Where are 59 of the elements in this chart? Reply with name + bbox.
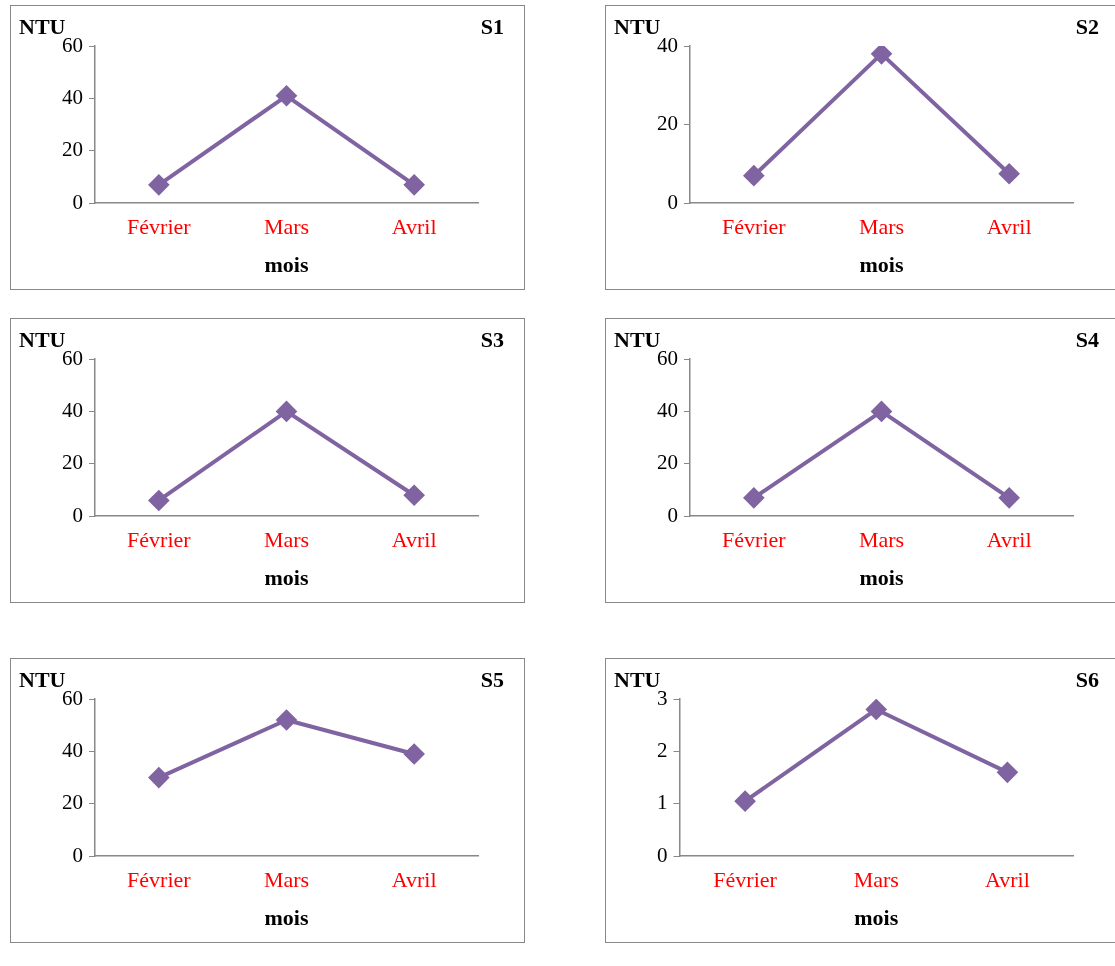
x-tick-label: Février — [713, 867, 778, 893]
point — [871, 46, 892, 64]
x-axis-title: mois — [854, 905, 899, 931]
point — [276, 401, 297, 422]
x-tick-label: Mars — [853, 867, 899, 893]
y-tick-label: 0 — [72, 842, 83, 867]
y-tick-label: 0 — [72, 189, 83, 214]
x-tick-label: Février — [127, 214, 192, 240]
x-axis-title: mois — [264, 905, 309, 931]
x-tick-label: Avril — [391, 527, 437, 553]
point — [735, 791, 756, 812]
point — [276, 709, 297, 730]
x-tick-label: Avril — [985, 867, 1030, 893]
y-tick-label: 20 — [62, 450, 83, 475]
chart-title: S1 — [480, 14, 504, 40]
y-tick-label: 20 — [657, 111, 678, 136]
y-tick-label: 40 — [62, 737, 83, 762]
x-tick-label: Février — [722, 214, 787, 240]
point — [148, 490, 169, 511]
x-tick-label: Mars — [263, 867, 310, 893]
x-axis-title: mois — [264, 565, 309, 591]
x-tick-label: Février — [127, 527, 192, 553]
chart-title: S5 — [480, 667, 504, 693]
x-tick-label: Mars — [858, 527, 905, 553]
x-axis-title: mois — [859, 565, 904, 591]
x-tick-label: Avril — [986, 527, 1032, 553]
point — [743, 165, 764, 186]
y-tick-label: 1 — [657, 790, 668, 815]
point — [404, 744, 425, 765]
x-tick-label: Mars — [263, 527, 310, 553]
chart-title: S6 — [1075, 667, 1099, 693]
y-tick-label: 0 — [72, 502, 83, 527]
y-tick-label: 20 — [62, 137, 83, 162]
y-tick-label: 0 — [657, 842, 668, 867]
y-tick-label: 2 — [657, 737, 668, 762]
chart-title: S4 — [1075, 327, 1099, 353]
x-tick-label: Avril — [391, 867, 437, 893]
x-tick-label: Mars — [263, 214, 310, 240]
point — [404, 485, 425, 506]
y-tick-label: 40 — [657, 397, 678, 422]
y-tick-label: 40 — [62, 84, 83, 109]
point — [866, 699, 887, 720]
y-tick-label: 40 — [62, 397, 83, 422]
point — [999, 163, 1020, 184]
x-tick-label: Avril — [986, 214, 1032, 240]
point — [148, 767, 169, 788]
x-axis-title: mois — [264, 252, 309, 278]
y-tick-label: 0 — [667, 502, 678, 527]
x-tick-label: Février — [127, 867, 192, 893]
y-tick-label: 20 — [657, 450, 678, 475]
x-axis-title: mois — [859, 252, 904, 278]
chart-title: S2 — [1075, 14, 1099, 40]
x-tick-label: Février — [722, 527, 787, 553]
y-tick-label: 20 — [62, 790, 83, 815]
chart-title: S3 — [480, 327, 504, 353]
x-tick-label: Avril — [391, 214, 437, 240]
y-tick-label: 0 — [667, 189, 678, 214]
x-tick-label: Mars — [858, 214, 905, 240]
point — [997, 762, 1018, 783]
